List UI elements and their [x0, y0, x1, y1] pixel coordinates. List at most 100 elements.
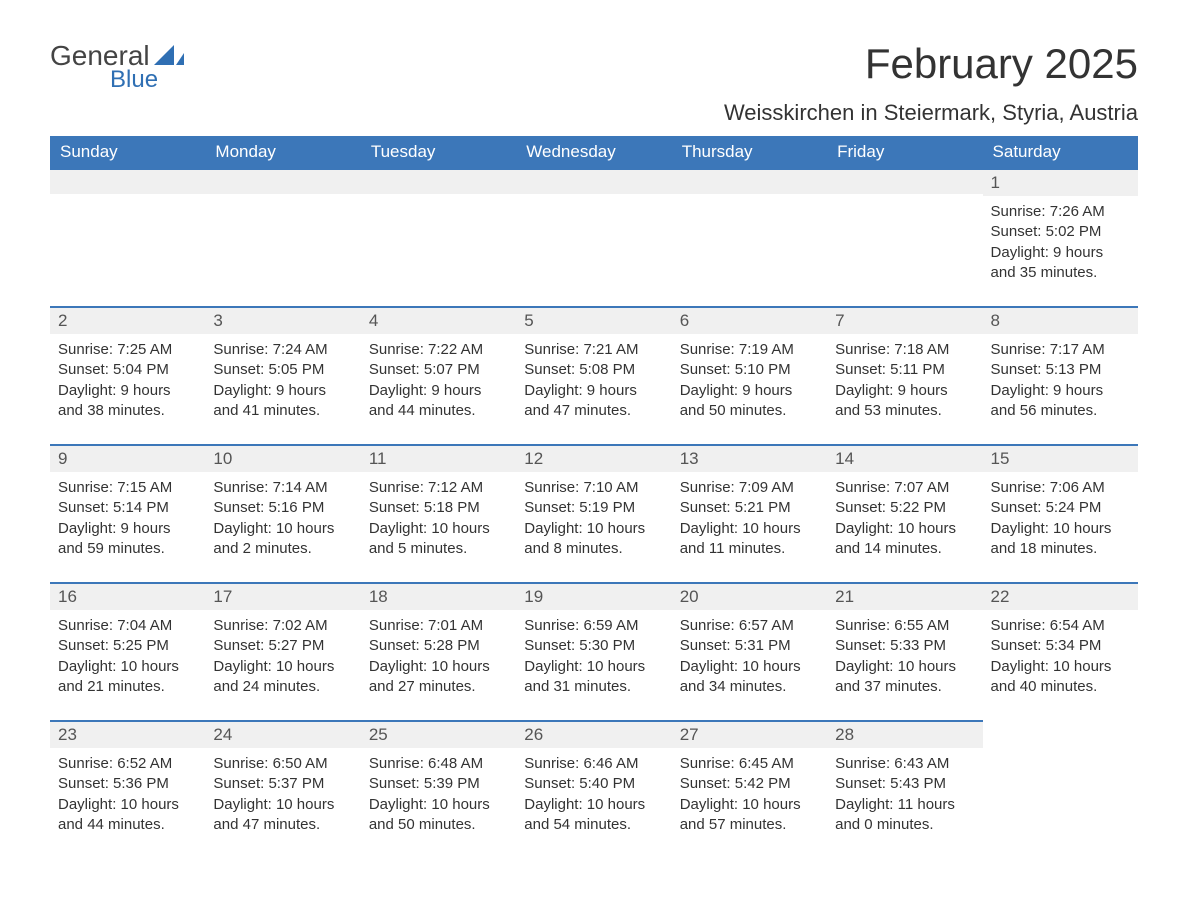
calendar-cell: 6Sunrise: 7:19 AMSunset: 5:10 PMDaylight… [672, 306, 827, 444]
day-details: Sunrise: 7:02 AMSunset: 5:27 PMDaylight:… [205, 610, 360, 701]
day-details: Sunrise: 6:59 AMSunset: 5:30 PMDaylight:… [516, 610, 671, 701]
day-number: 12 [516, 444, 671, 472]
day-number: 22 [983, 582, 1138, 610]
day-number: 11 [361, 444, 516, 472]
calendar-cell: 20Sunrise: 6:57 AMSunset: 5:31 PMDayligh… [672, 582, 827, 720]
calendar-cell: 12Sunrise: 7:10 AMSunset: 5:19 PMDayligh… [516, 444, 671, 582]
day-header: Tuesday [361, 136, 516, 168]
day-header: Friday [827, 136, 982, 168]
day-details: Sunrise: 6:45 AMSunset: 5:42 PMDaylight:… [672, 748, 827, 839]
calendar-week: 9Sunrise: 7:15 AMSunset: 5:14 PMDaylight… [50, 444, 1138, 582]
calendar-cell: 24Sunrise: 6:50 AMSunset: 5:37 PMDayligh… [205, 720, 360, 858]
day-details: Sunrise: 7:24 AMSunset: 5:05 PMDaylight:… [205, 334, 360, 425]
day-details: Sunrise: 7:07 AMSunset: 5:22 PMDaylight:… [827, 472, 982, 563]
empty-day-bar [205, 168, 360, 194]
day-details: Sunrise: 7:25 AMSunset: 5:04 PMDaylight:… [50, 334, 205, 425]
day-header: Wednesday [516, 136, 671, 168]
calendar-cell: 21Sunrise: 6:55 AMSunset: 5:33 PMDayligh… [827, 582, 982, 720]
day-details: Sunrise: 7:26 AMSunset: 5:02 PMDaylight:… [983, 196, 1138, 287]
day-details: Sunrise: 7:14 AMSunset: 5:16 PMDaylight:… [205, 472, 360, 563]
calendar-cell: 8Sunrise: 7:17 AMSunset: 5:13 PMDaylight… [983, 306, 1138, 444]
empty-day-bar [827, 168, 982, 194]
day-number: 18 [361, 582, 516, 610]
day-number: 28 [827, 720, 982, 748]
calendar-cell: 1Sunrise: 7:26 AMSunset: 5:02 PMDaylight… [983, 168, 1138, 306]
calendar-cell: 3Sunrise: 7:24 AMSunset: 5:05 PMDaylight… [205, 306, 360, 444]
day-number: 26 [516, 720, 671, 748]
day-number: 19 [516, 582, 671, 610]
day-details: Sunrise: 6:50 AMSunset: 5:37 PMDaylight:… [205, 748, 360, 839]
calendar-cell [827, 168, 982, 306]
day-number: 13 [672, 444, 827, 472]
calendar-cell: 16Sunrise: 7:04 AMSunset: 5:25 PMDayligh… [50, 582, 205, 720]
calendar-cell: 18Sunrise: 7:01 AMSunset: 5:28 PMDayligh… [361, 582, 516, 720]
calendar-cell: 23Sunrise: 6:52 AMSunset: 5:36 PMDayligh… [50, 720, 205, 858]
day-number: 23 [50, 720, 205, 748]
day-header: Saturday [983, 136, 1138, 168]
day-details: Sunrise: 7:04 AMSunset: 5:25 PMDaylight:… [50, 610, 205, 701]
calendar-cell [983, 720, 1138, 858]
day-details: Sunrise: 7:06 AMSunset: 5:24 PMDaylight:… [983, 472, 1138, 563]
calendar-week: 16Sunrise: 7:04 AMSunset: 5:25 PMDayligh… [50, 582, 1138, 720]
empty-day-bar [672, 168, 827, 194]
calendar-cell: 4Sunrise: 7:22 AMSunset: 5:07 PMDaylight… [361, 306, 516, 444]
day-number: 4 [361, 306, 516, 334]
calendar-cell [205, 168, 360, 306]
day-number: 1 [983, 168, 1138, 196]
day-number: 17 [205, 582, 360, 610]
calendar-cell: 9Sunrise: 7:15 AMSunset: 5:14 PMDaylight… [50, 444, 205, 582]
calendar-cell: 7Sunrise: 7:18 AMSunset: 5:11 PMDaylight… [827, 306, 982, 444]
day-number: 25 [361, 720, 516, 748]
day-details: Sunrise: 6:52 AMSunset: 5:36 PMDaylight:… [50, 748, 205, 839]
day-details: Sunrise: 6:46 AMSunset: 5:40 PMDaylight:… [516, 748, 671, 839]
day-details: Sunrise: 7:09 AMSunset: 5:21 PMDaylight:… [672, 472, 827, 563]
sail-icon [154, 43, 184, 70]
day-number: 9 [50, 444, 205, 472]
day-details: Sunrise: 6:54 AMSunset: 5:34 PMDaylight:… [983, 610, 1138, 701]
calendar-cell: 27Sunrise: 6:45 AMSunset: 5:42 PMDayligh… [672, 720, 827, 858]
day-number: 5 [516, 306, 671, 334]
page-subtitle: Weisskirchen in Steiermark, Styria, Aust… [50, 100, 1138, 126]
calendar-cell: 2Sunrise: 7:25 AMSunset: 5:04 PMDaylight… [50, 306, 205, 444]
calendar-cell: 10Sunrise: 7:14 AMSunset: 5:16 PMDayligh… [205, 444, 360, 582]
calendar-cell: 14Sunrise: 7:07 AMSunset: 5:22 PMDayligh… [827, 444, 982, 582]
logo: General Blue [50, 40, 184, 94]
day-details: Sunrise: 7:12 AMSunset: 5:18 PMDaylight:… [361, 472, 516, 563]
day-number: 15 [983, 444, 1138, 472]
day-details: Sunrise: 7:19 AMSunset: 5:10 PMDaylight:… [672, 334, 827, 425]
day-number: 16 [50, 582, 205, 610]
calendar-cell: 22Sunrise: 6:54 AMSunset: 5:34 PMDayligh… [983, 582, 1138, 720]
calendar-week: 23Sunrise: 6:52 AMSunset: 5:36 PMDayligh… [50, 720, 1138, 858]
calendar-cell: 26Sunrise: 6:46 AMSunset: 5:40 PMDayligh… [516, 720, 671, 858]
day-number: 24 [205, 720, 360, 748]
day-number: 8 [983, 306, 1138, 334]
day-number: 10 [205, 444, 360, 472]
day-details: Sunrise: 7:18 AMSunset: 5:11 PMDaylight:… [827, 334, 982, 425]
calendar-cell: 15Sunrise: 7:06 AMSunset: 5:24 PMDayligh… [983, 444, 1138, 582]
calendar-cell [516, 168, 671, 306]
day-details: Sunrise: 6:55 AMSunset: 5:33 PMDaylight:… [827, 610, 982, 701]
day-details: Sunrise: 7:10 AMSunset: 5:19 PMDaylight:… [516, 472, 671, 563]
calendar-cell: 28Sunrise: 6:43 AMSunset: 5:43 PMDayligh… [827, 720, 982, 858]
day-header: Sunday [50, 136, 205, 168]
day-number: 20 [672, 582, 827, 610]
day-details: Sunrise: 7:01 AMSunset: 5:28 PMDaylight:… [361, 610, 516, 701]
day-number: 27 [672, 720, 827, 748]
day-number: 21 [827, 582, 982, 610]
page-title: February 2025 [865, 40, 1138, 88]
day-details: Sunrise: 6:48 AMSunset: 5:39 PMDaylight:… [361, 748, 516, 839]
day-number: 7 [827, 306, 982, 334]
calendar-cell: 19Sunrise: 6:59 AMSunset: 5:30 PMDayligh… [516, 582, 671, 720]
day-number: 3 [205, 306, 360, 334]
calendar-table: SundayMondayTuesdayWednesdayThursdayFrid… [50, 136, 1138, 858]
day-details: Sunrise: 7:15 AMSunset: 5:14 PMDaylight:… [50, 472, 205, 563]
calendar-week: 1Sunrise: 7:26 AMSunset: 5:02 PMDaylight… [50, 168, 1138, 306]
day-details: Sunrise: 6:43 AMSunset: 5:43 PMDaylight:… [827, 748, 982, 839]
calendar-cell [361, 168, 516, 306]
day-number: 6 [672, 306, 827, 334]
calendar-cell [672, 168, 827, 306]
day-details: Sunrise: 7:22 AMSunset: 5:07 PMDaylight:… [361, 334, 516, 425]
calendar-week: 2Sunrise: 7:25 AMSunset: 5:04 PMDaylight… [50, 306, 1138, 444]
day-header: Monday [205, 136, 360, 168]
calendar-cell: 17Sunrise: 7:02 AMSunset: 5:27 PMDayligh… [205, 582, 360, 720]
